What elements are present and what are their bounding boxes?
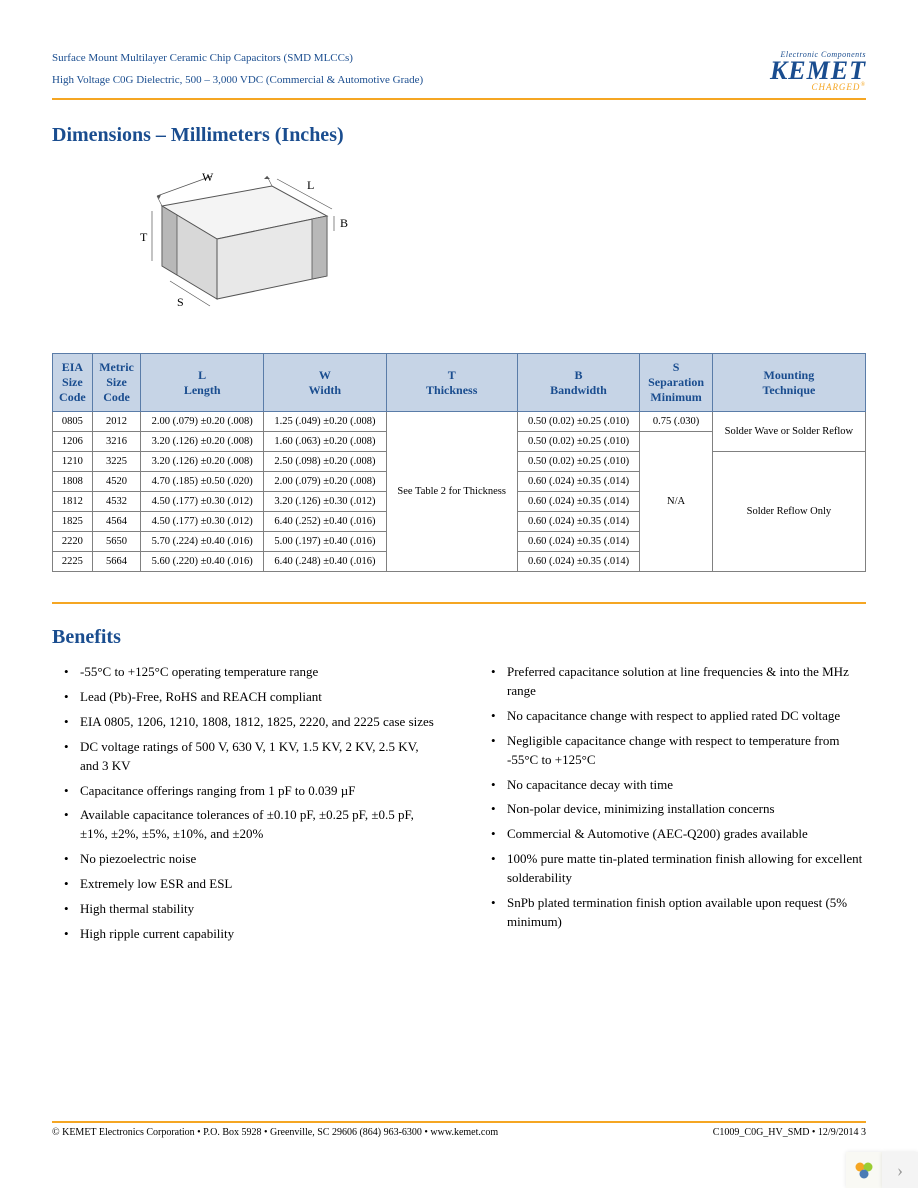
- mount-wave-cell: Solder Wave or Solder Reflow: [712, 412, 865, 452]
- list-item: Lead (Pb)-Free, RoHS and REACH compliant: [68, 688, 439, 707]
- footer-right: C1009_C0G_HV_SMD • 12/9/2014 3: [713, 1127, 866, 1138]
- dim-label-t: T: [140, 230, 148, 244]
- next-page-button[interactable]: ›: [882, 1152, 918, 1188]
- th-length: LLength: [141, 354, 264, 412]
- footer-left: © KEMET Electronics Corporation • P.O. B…: [52, 1127, 498, 1138]
- list-item: Negligible capacitance change with respe…: [495, 732, 866, 770]
- list-item: EIA 0805, 1206, 1210, 1808, 1812, 1825, …: [68, 713, 439, 732]
- benefits-heading: Benefits: [52, 626, 866, 649]
- dimensions-heading: Dimensions – Millimeters (Inches): [52, 124, 866, 147]
- dim-label-s: S: [177, 295, 184, 309]
- benefits-right-column: Preferred capacitance solution at line f…: [479, 663, 866, 949]
- benefits-columns: -55°C to +125°C operating temperature ra…: [52, 663, 866, 949]
- section-divider: [52, 602, 866, 604]
- table-row: 0805 2012 2.00 (.079) ±0.20 (.008) 1.25 …: [53, 412, 866, 432]
- list-item: Commercial & Automotive (AEC-Q200) grade…: [495, 825, 866, 844]
- header-line1: Surface Mount Multilayer Ceramic Chip Ca…: [52, 50, 423, 68]
- list-item: Capacitance offerings ranging from 1 pF …: [68, 782, 439, 801]
- list-item: 100% pure matte tin-plated termination f…: [495, 850, 866, 888]
- chevron-right-icon: ›: [897, 1160, 903, 1181]
- page-header: Surface Mount Multilayer Ceramic Chip Ca…: [52, 50, 866, 100]
- thickness-merged-cell: See Table 2 for Thickness: [386, 412, 517, 572]
- header-subtitle: Surface Mount Multilayer Ceramic Chip Ca…: [52, 50, 423, 89]
- logo-text: KEMET: [770, 59, 866, 82]
- list-item: Non-polar device, minimizing installatio…: [495, 800, 866, 819]
- list-item: Extremely low ESR and ESL: [68, 875, 439, 894]
- list-item: DC voltage ratings of 500 V, 630 V, 1 KV…: [68, 738, 439, 776]
- corner-nav-widget: ›: [846, 1152, 918, 1188]
- table-header-row: EIASizeCode MetricSizeCode LLength WWidt…: [53, 354, 866, 412]
- header-line2: High Voltage C0G Dielectric, 500 – 3,000…: [52, 72, 423, 90]
- brand-logo: Electronic Components KEMET CHARGED®: [770, 50, 866, 92]
- dim-label-b: B: [340, 216, 348, 230]
- list-item: High thermal stability: [68, 900, 439, 919]
- mount-reflow-cell: Solder Reflow Only: [712, 452, 865, 572]
- list-item: Available capacitance tolerances of ±0.1…: [68, 806, 439, 844]
- th-separation: SSeparationMinimum: [640, 354, 712, 412]
- list-item: High ripple current capability: [68, 925, 439, 944]
- list-item: Preferred capacitance solution at line f…: [495, 663, 866, 701]
- dim-label-w: W: [202, 170, 214, 184]
- th-eia: EIASizeCode: [53, 354, 93, 412]
- dimensions-table: EIASizeCode MetricSizeCode LLength WWidt…: [52, 353, 866, 572]
- list-item: -55°C to +125°C operating temperature ra…: [68, 663, 439, 682]
- sep-na-cell: N/A: [640, 432, 712, 572]
- list-item: No capacitance change with respect to ap…: [495, 707, 866, 726]
- th-metric: MetricSizeCode: [92, 354, 141, 412]
- list-item: No capacitance decay with time: [495, 776, 866, 795]
- th-mounting: MountingTechnique: [712, 354, 865, 412]
- dim-label-l: L: [307, 178, 314, 192]
- list-item: No piezoelectric noise: [68, 850, 439, 869]
- th-width: WWidth: [264, 354, 387, 412]
- th-thickness: TThickness: [386, 354, 517, 412]
- th-bandwidth: BBandwidth: [517, 354, 640, 412]
- corner-logo-icon[interactable]: [846, 1152, 882, 1188]
- list-item: SnPb plated termination finish option av…: [495, 894, 866, 932]
- benefits-left-column: -55°C to +125°C operating temperature ra…: [52, 663, 439, 949]
- page-footer: © KEMET Electronics Corporation • P.O. B…: [52, 1121, 866, 1138]
- capacitor-dimension-diagram: W L B T S: [92, 161, 866, 335]
